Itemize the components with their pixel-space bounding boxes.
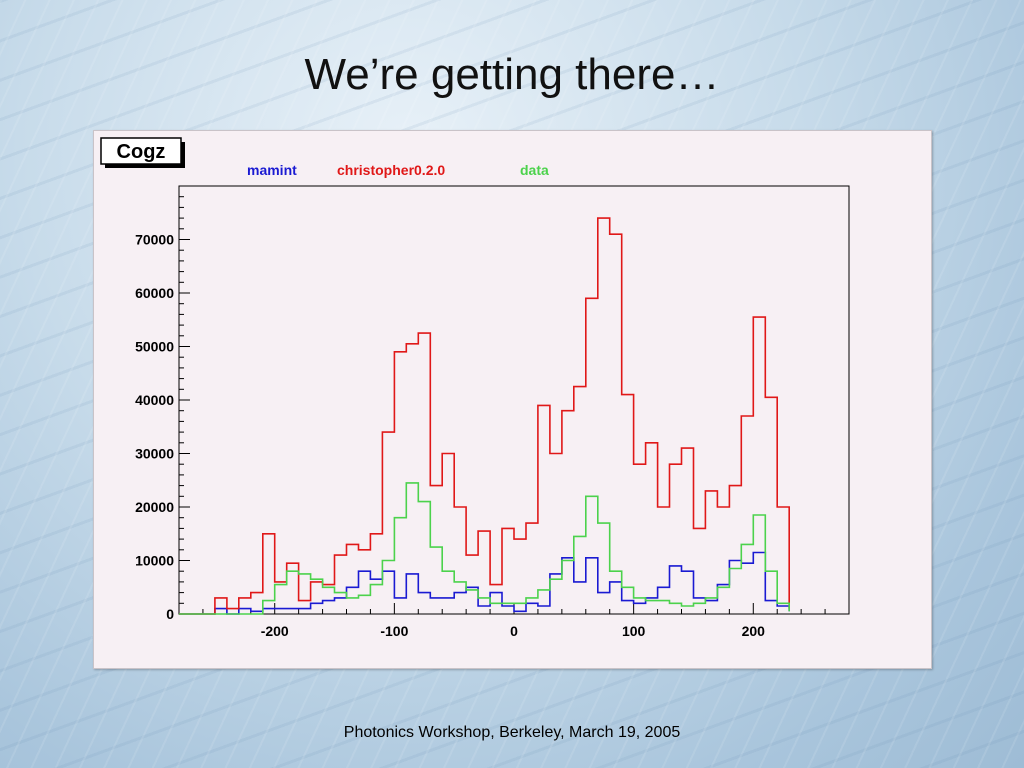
x-tick-label: -100 (380, 623, 408, 639)
histogram-chart: Cogz mamint christopher0.2.0 data 0 10000… (100, 137, 850, 639)
legend-label-christopher: christopher0.2.0 (337, 162, 445, 178)
series-line-data (179, 482, 790, 615)
x-tick-label: 200 (742, 623, 766, 639)
x-tick-label: -200 (261, 623, 289, 639)
chart-title: Cogz (117, 141, 166, 163)
legend-label-mamint: mamint (247, 162, 297, 178)
y-tick-label: 0 (166, 606, 174, 622)
chart-panel: Cogz mamint christopher0.2.0 data 0 10000… (93, 130, 932, 669)
slide-title: We’re getting there… (304, 50, 720, 99)
legend-label-data: data (520, 162, 549, 178)
slide-footer: Photonics Workshop, Berkeley, March 19, … (343, 724, 681, 741)
y-tick-label: 30000 (135, 446, 174, 462)
y-tick-label: 50000 (135, 339, 174, 355)
plot-frame (178, 185, 850, 615)
y-tick-label: 70000 (135, 232, 174, 248)
series-line-mamint (179, 551, 790, 615)
y-tick-label: 60000 (135, 285, 174, 301)
chart-title-box: Cogz (100, 137, 185, 168)
x-tick-label: 100 (622, 623, 646, 639)
y-tick-label: 10000 (135, 553, 174, 569)
series-line-christopher0-2-0 (179, 217, 790, 615)
y-tick-label: 40000 (135, 392, 174, 408)
x-tick-label: 0 (510, 623, 518, 639)
y-tick-label: 20000 (135, 499, 174, 515)
